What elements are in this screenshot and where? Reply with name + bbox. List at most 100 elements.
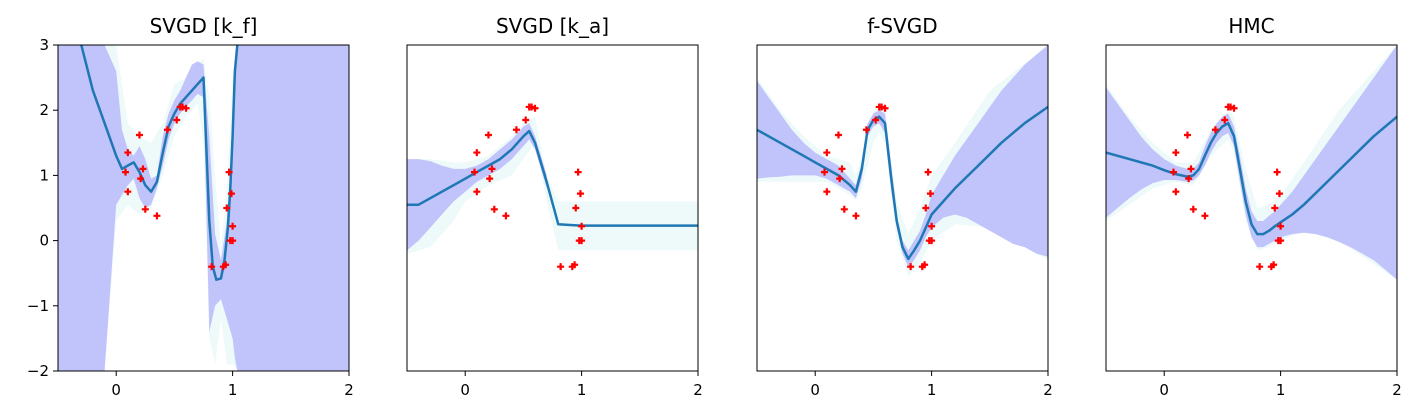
data-point bbox=[571, 261, 579, 269]
data-point bbox=[578, 237, 586, 245]
x-tick-label: 0 bbox=[1159, 381, 1169, 399]
y-tick-label: 2 bbox=[39, 101, 49, 119]
data-point bbox=[1172, 149, 1180, 157]
data-point bbox=[1221, 116, 1229, 124]
data-point bbox=[557, 263, 565, 271]
data-point bbox=[922, 204, 930, 212]
subplot-4: HMC 0 1 2 bbox=[1105, 14, 1402, 399]
data-point bbox=[1172, 188, 1180, 196]
data-point bbox=[473, 188, 481, 196]
subplot-3-title: f-SVGD bbox=[867, 14, 937, 38]
mean-prediction-line bbox=[407, 129, 698, 227]
data-point bbox=[836, 175, 844, 183]
outer-uncertainty-band bbox=[407, 116, 698, 254]
data-point bbox=[153, 212, 161, 220]
data-point bbox=[572, 204, 580, 212]
data-point bbox=[576, 190, 584, 198]
data-point bbox=[1273, 168, 1281, 176]
data-point bbox=[1270, 261, 1278, 269]
data-point bbox=[928, 222, 936, 230]
data-point bbox=[208, 263, 216, 271]
x-tick-label: 1 bbox=[577, 381, 587, 399]
data-point bbox=[227, 190, 235, 198]
data-point bbox=[1277, 237, 1285, 245]
data-point bbox=[921, 261, 929, 269]
x-tick-label: 1 bbox=[927, 381, 937, 399]
data-point bbox=[531, 104, 539, 112]
subplot-1-title: SVGD [k_f] bbox=[150, 14, 258, 38]
x-tick-label: 2 bbox=[1043, 381, 1053, 399]
data-point bbox=[137, 175, 145, 183]
data-point bbox=[823, 149, 831, 157]
data-point bbox=[1189, 205, 1197, 213]
data-point bbox=[821, 168, 829, 176]
subplot-3: f-SVGD 0 1 2 bbox=[756, 14, 1053, 399]
data-point bbox=[926, 190, 934, 198]
uncertainty-band bbox=[407, 123, 547, 251]
data-point bbox=[512, 126, 520, 134]
data-point bbox=[1230, 104, 1238, 112]
data-point bbox=[1277, 222, 1285, 230]
data-point bbox=[840, 205, 848, 213]
x-tick-label: 0 bbox=[810, 381, 820, 399]
data-point bbox=[229, 222, 237, 230]
subplot-1: SVGD [k_f] 0 1 2 −2 −1 0 1 2 3 bbox=[27, 14, 354, 399]
data-point bbox=[225, 168, 233, 176]
axes-frame bbox=[406, 44, 699, 372]
subplot-2-plot-area bbox=[407, 103, 698, 271]
data-point bbox=[862, 126, 870, 134]
x-tick-label: 2 bbox=[1392, 381, 1402, 399]
data-point bbox=[1185, 175, 1193, 183]
data-point bbox=[124, 188, 132, 196]
data-point bbox=[182, 104, 190, 112]
data-point bbox=[473, 149, 481, 157]
data-point bbox=[490, 205, 498, 213]
data-point bbox=[823, 188, 831, 196]
uncertainty-band bbox=[1106, 45, 1397, 280]
subplot-2-title: SVGD [k_a] bbox=[496, 14, 609, 38]
data-point bbox=[173, 116, 181, 124]
data-point bbox=[1275, 190, 1283, 198]
data-point bbox=[488, 165, 496, 173]
data-point bbox=[163, 126, 171, 134]
axes-frame bbox=[57, 44, 350, 372]
data-point bbox=[834, 131, 842, 139]
data-point bbox=[222, 261, 230, 269]
data-point bbox=[574, 168, 582, 176]
x-tick-label: 2 bbox=[344, 381, 354, 399]
data-point bbox=[502, 212, 510, 220]
subplot-2: SVGD [k_a] 0 1 2 bbox=[406, 14, 703, 399]
data-point bbox=[229, 237, 237, 245]
x-tick-label: 0 bbox=[111, 381, 121, 399]
data-point bbox=[522, 116, 530, 124]
x-tick-label: 1 bbox=[228, 381, 238, 399]
data-point bbox=[852, 212, 860, 220]
data-point bbox=[881, 104, 889, 112]
x-tick-label: 1 bbox=[1276, 381, 1286, 399]
data-point bbox=[484, 131, 492, 139]
data-point bbox=[486, 175, 494, 183]
data-point bbox=[1211, 126, 1219, 134]
data-point bbox=[139, 165, 147, 173]
data-point bbox=[1256, 263, 1264, 271]
x-tick-label: 2 bbox=[693, 381, 703, 399]
data-point bbox=[1271, 204, 1279, 212]
data-point bbox=[1201, 212, 1209, 220]
uncertainty-band bbox=[757, 45, 1048, 267]
subplot-3-plot-area bbox=[757, 45, 1048, 277]
data-point bbox=[928, 237, 936, 245]
data-point bbox=[907, 263, 915, 271]
data-point bbox=[122, 168, 130, 176]
uncertainty-band bbox=[58, 45, 349, 371]
y-tick-label: −1 bbox=[27, 297, 49, 315]
x-tick-label: 0 bbox=[460, 381, 470, 399]
data-point bbox=[471, 168, 479, 176]
y-tick-label: 0 bbox=[39, 232, 49, 250]
data-point bbox=[578, 222, 586, 230]
data-point bbox=[135, 131, 143, 139]
axes-frame bbox=[756, 44, 1049, 372]
mean-prediction-line bbox=[757, 105, 1048, 261]
axes-frame bbox=[1105, 44, 1398, 372]
subplot-1-plot-area bbox=[58, 45, 349, 371]
